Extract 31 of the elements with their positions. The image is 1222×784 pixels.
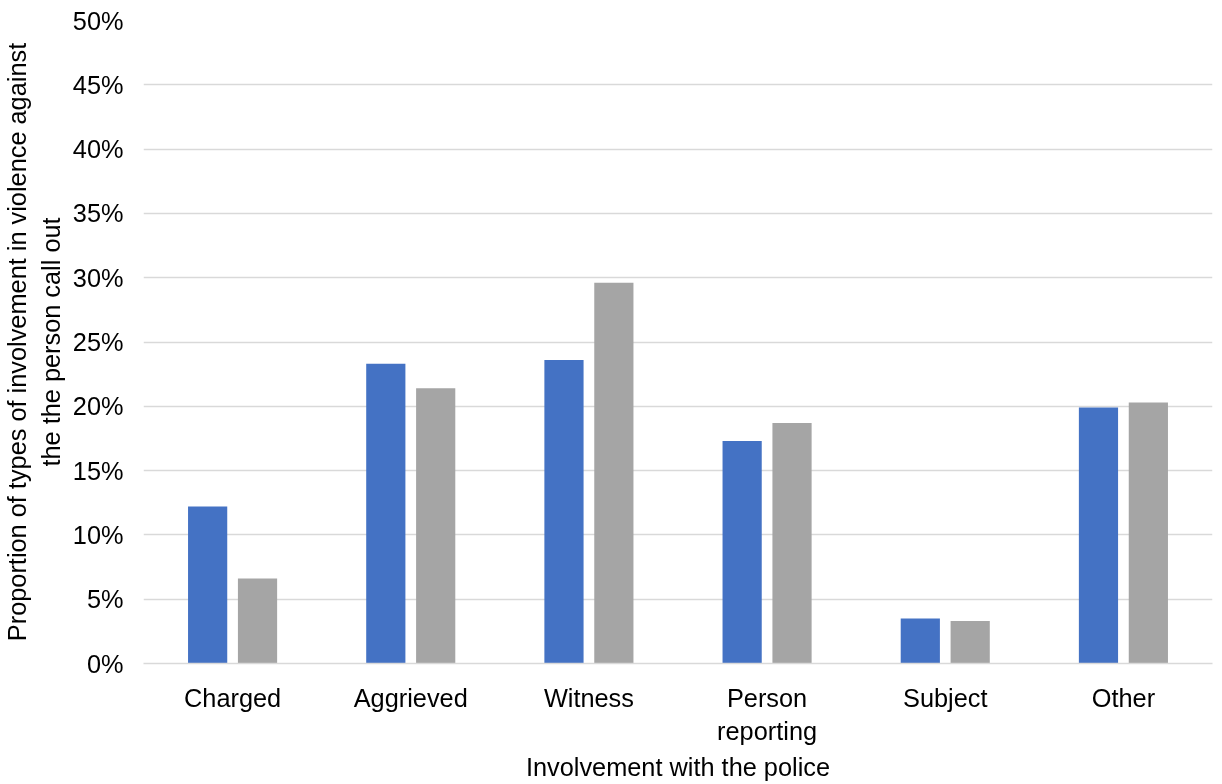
x-tick-label: Witness	[543, 683, 634, 712]
y-tick-label: 30%	[72, 263, 124, 292]
y-tick-label: 0%	[86, 649, 124, 678]
x-tick-label: Person reporting	[717, 683, 818, 746]
bar	[188, 506, 228, 664]
x-tick-label: Other	[1091, 683, 1156, 712]
y-tick-label: 40%	[72, 135, 124, 164]
bar	[950, 621, 990, 664]
bar	[722, 441, 762, 664]
y-tick-label: 50%	[72, 6, 124, 35]
x-axis-title: Involvement with the police	[525, 753, 831, 782]
bar	[366, 363, 406, 664]
y-tick-label: 35%	[72, 199, 124, 228]
y-tick-label: 5%	[86, 585, 124, 614]
x-tick-label: Aggrieved	[353, 683, 468, 712]
bar	[416, 388, 456, 664]
y-tick-label: 10%	[72, 520, 124, 549]
y-axis-title: Proportion of types of involvement in violence against the the person call out	[3, 42, 65, 642]
y-tick-label: 25%	[72, 328, 124, 356]
bar	[237, 578, 278, 664]
bar	[1128, 402, 1168, 664]
bar	[544, 360, 584, 664]
x-tick-label: Subject	[903, 683, 988, 712]
bar	[594, 282, 634, 664]
bar	[900, 618, 940, 664]
bar	[772, 423, 812, 664]
bar	[1078, 407, 1119, 664]
y-tick-label: 20%	[72, 392, 124, 421]
x-tick-label: Charged	[184, 683, 282, 712]
y-tick-label: 15%	[72, 456, 124, 485]
y-tick-label: 45%	[72, 70, 124, 99]
